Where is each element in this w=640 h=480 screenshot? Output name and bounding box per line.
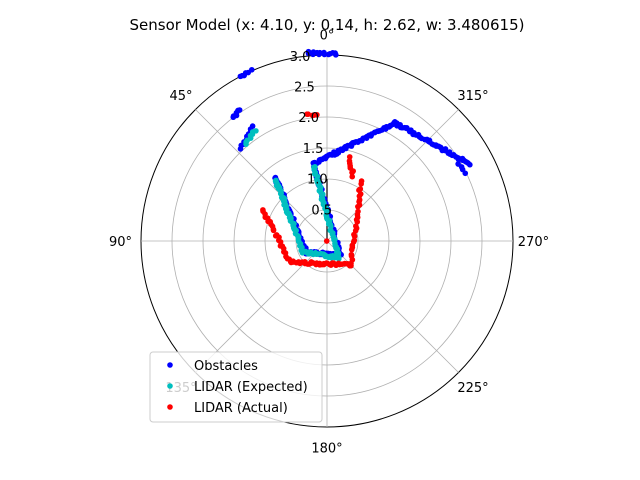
- theta-tick-label: 0°: [320, 29, 335, 44]
- data-point: [346, 158, 353, 164]
- legend-marker: [167, 404, 173, 410]
- data-point: [351, 237, 358, 244]
- data-point: [355, 208, 361, 215]
- data-point: [358, 178, 365, 184]
- data-points: [230, 48, 473, 269]
- data-point: [321, 51, 328, 58]
- data-point: [270, 227, 277, 234]
- data-point: [462, 170, 469, 177]
- series-group: [260, 111, 365, 269]
- data-point: [349, 173, 356, 180]
- data-point: [467, 161, 473, 168]
- r-tick-label: 0.5: [311, 203, 332, 218]
- legend-marker: [167, 362, 173, 368]
- legend-label: LIDAR (Actual): [194, 401, 288, 416]
- r-tick-label: 1.0: [307, 173, 328, 188]
- legend-label: Obstacles: [194, 359, 258, 374]
- r-tick-label: 3.0: [290, 50, 311, 65]
- theta-tick-label: 270°: [518, 235, 549, 250]
- data-point: [253, 128, 259, 134]
- data-point: [312, 164, 318, 170]
- chart-title: Sensor Model (x: 4.10, y: 0.14, h: 2.62,…: [130, 16, 525, 34]
- angular-gridline: [195, 109, 328, 242]
- theta-tick-label: 90°: [109, 235, 132, 250]
- legend-marker: [167, 383, 173, 389]
- data-point: [333, 52, 339, 58]
- r-tick-label: 2.0: [298, 111, 319, 126]
- angular-gridline: [326, 240, 459, 373]
- data-point: [328, 227, 334, 234]
- legend-label: LIDAR (Expected): [194, 380, 308, 395]
- legend: Obstacles LIDAR (Expected) LIDAR (Actual): [149, 351, 323, 423]
- theta-tick-label: 315°: [457, 89, 488, 104]
- data-point: [249, 123, 256, 129]
- series-group: [243, 128, 342, 262]
- data-point: [277, 239, 284, 245]
- data-point: [237, 73, 244, 80]
- theta-tick-label: 45°: [169, 89, 192, 104]
- r-tick-label: 2.5: [294, 81, 315, 96]
- data-point: [304, 111, 310, 118]
- data-point: [317, 49, 323, 56]
- data-point: [353, 223, 359, 229]
- data-point: [346, 154, 353, 160]
- data-point: [323, 238, 330, 244]
- angular-gridline: [326, 109, 459, 242]
- data-point: [305, 50, 312, 57]
- legend-box: [149, 351, 323, 423]
- theta-tick-label: 225°: [457, 381, 488, 396]
- data-point: [357, 186, 364, 192]
- theta-tick-label: 180°: [311, 441, 342, 456]
- data-point: [348, 251, 355, 258]
- data-point: [309, 112, 316, 119]
- r-tick-label: 1.5: [303, 142, 324, 157]
- data-point: [236, 107, 243, 113]
